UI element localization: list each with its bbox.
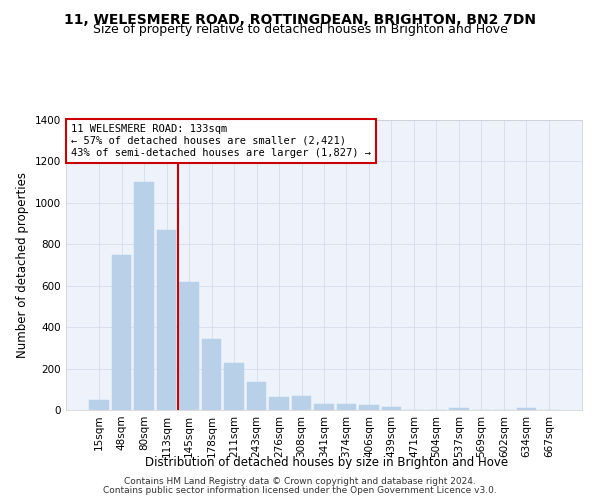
Text: Size of property relative to detached houses in Brighton and Hove: Size of property relative to detached ho…: [92, 22, 508, 36]
Bar: [359, 406, 379, 410]
Bar: [89, 400, 109, 410]
Bar: [247, 382, 266, 410]
Text: Contains HM Land Registry data © Crown copyright and database right 2024.: Contains HM Land Registry data © Crown c…: [124, 477, 476, 486]
Text: 11, WELESMERE ROAD, ROTTINGDEAN, BRIGHTON, BN2 7DN: 11, WELESMERE ROAD, ROTTINGDEAN, BRIGHTO…: [64, 12, 536, 26]
Bar: [337, 404, 356, 410]
Bar: [224, 364, 244, 410]
Y-axis label: Number of detached properties: Number of detached properties: [16, 172, 29, 358]
Bar: [517, 408, 536, 410]
Bar: [314, 404, 334, 410]
Bar: [134, 182, 154, 410]
Text: Contains public sector information licensed under the Open Government Licence v3: Contains public sector information licen…: [103, 486, 497, 495]
Bar: [202, 338, 221, 410]
Text: 11 WELESMERE ROAD: 133sqm
← 57% of detached houses are smaller (2,421)
43% of se: 11 WELESMERE ROAD: 133sqm ← 57% of detac…: [71, 124, 371, 158]
Bar: [112, 254, 131, 410]
Bar: [292, 396, 311, 410]
Bar: [449, 408, 469, 410]
Bar: [269, 397, 289, 410]
Bar: [382, 407, 401, 410]
Text: Distribution of detached houses by size in Brighton and Hove: Distribution of detached houses by size …: [145, 456, 509, 469]
Bar: [157, 230, 176, 410]
Bar: [179, 282, 199, 410]
